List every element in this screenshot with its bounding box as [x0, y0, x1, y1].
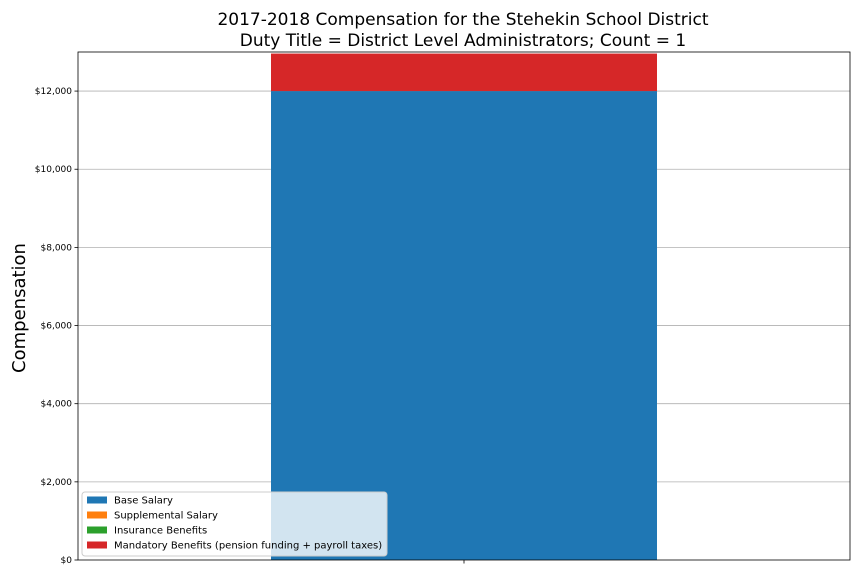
y-tick-label: $2,000: [41, 478, 73, 488]
bars: [271, 53, 657, 561]
legend-swatch: [87, 526, 107, 534]
legend-swatch: [87, 541, 107, 549]
legend-box: [81, 491, 388, 557]
legend-swatch: [87, 496, 107, 504]
legend: Base Salary Supplemental Salary Insurance …: [81, 491, 388, 557]
y-tick-label: $0: [61, 556, 73, 566]
legend-label: Insurance Benefits: [114, 526, 207, 537]
y-tick-label: $12,000: [35, 87, 72, 97]
chart-title: 2017-2018 Compensation for the Stehekin …: [217, 10, 708, 30]
y-tick-label: $10,000: [35, 165, 72, 175]
y-tick-label: $8,000: [41, 243, 73, 253]
legend-label: Base Salary: [114, 496, 173, 507]
y-axis-label: Compensation: [9, 243, 30, 373]
y-ticks: $0 $2,000 $4,000 $6,000 $8,000 $10,000 $12,000: [35, 87, 78, 566]
y-tick-label: $4,000: [41, 400, 73, 410]
legend-label: Supplemental Salary: [114, 511, 218, 522]
chart-subtitle: Duty Title = District Level Administrato…: [240, 31, 686, 51]
bar-segment: [271, 91, 657, 561]
legend-label: Mandatory Benefits (pension funding + pa…: [114, 541, 382, 552]
bar-segment: [271, 53, 657, 92]
plot-frame: [77, 51, 851, 561]
y-tick-label: $6,000: [41, 322, 73, 332]
legend-swatch: [87, 511, 107, 519]
